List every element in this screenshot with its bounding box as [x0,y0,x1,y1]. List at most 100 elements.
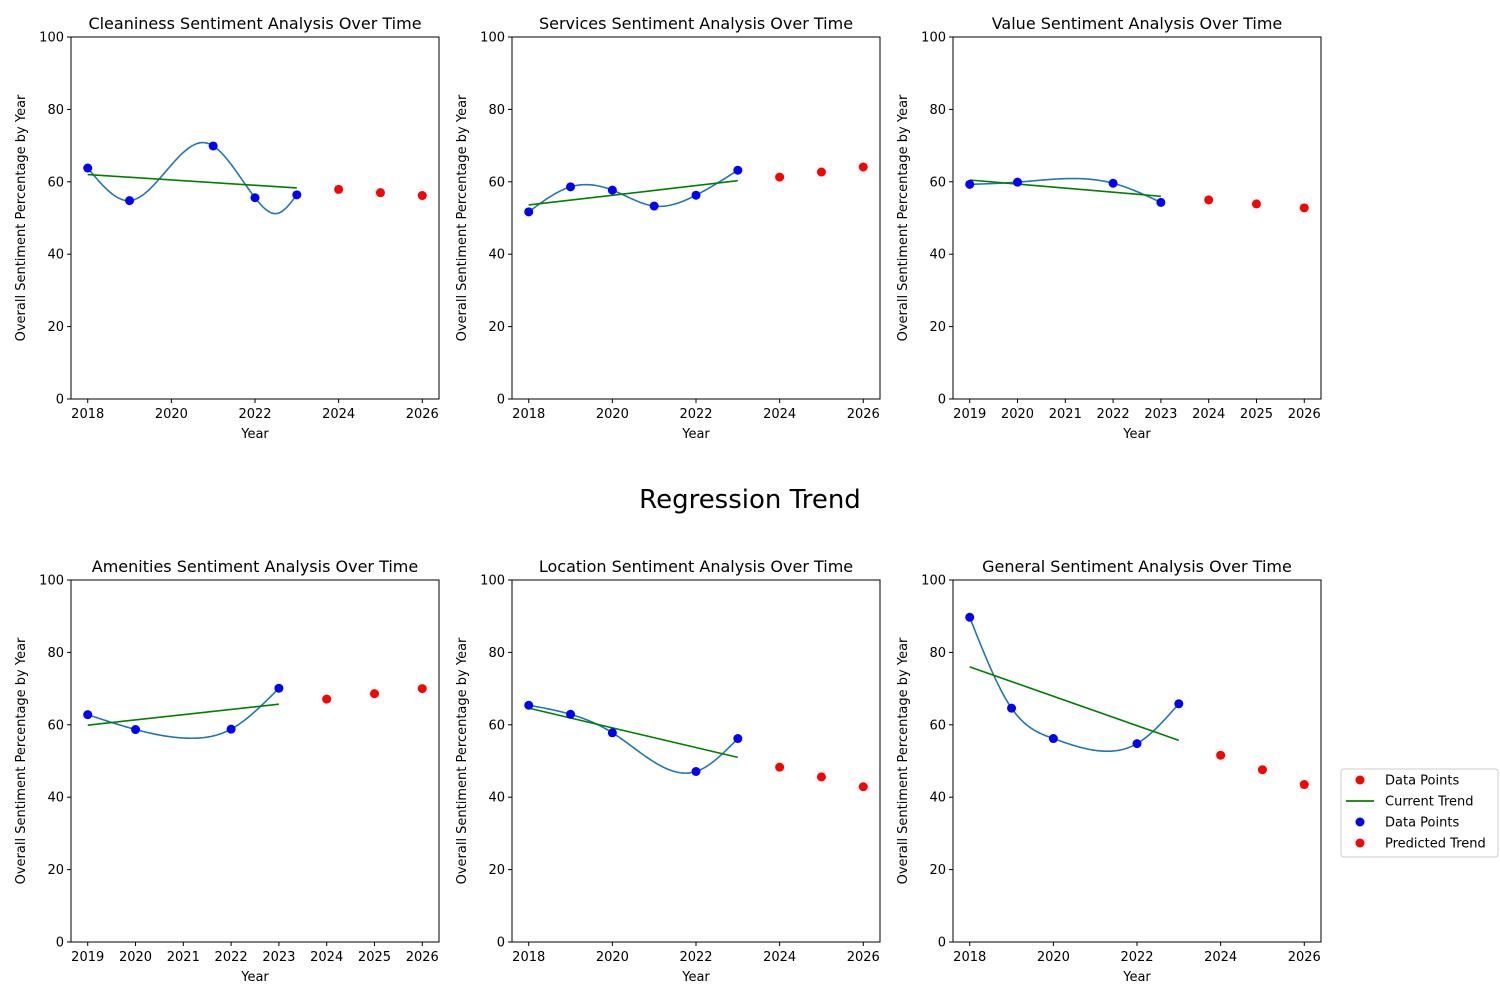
x-tick-label: 2024 [763,407,796,422]
y-axis-label: Overall Sentiment Percentage by Year [455,637,470,884]
y-axis-label: Overall Sentiment Percentage by Year [14,94,29,341]
current-trend-line [528,707,739,759]
data-point [649,201,659,211]
y-tick-label: 0 [938,393,946,408]
y-tick-label: 60 [47,175,64,190]
x-tick-label: 2022 [1120,950,1153,965]
x-tick-label: 2024 [322,407,355,422]
y-tick-label: 80 [488,103,505,118]
legend-dot-marker [1355,817,1365,827]
data-point [250,193,260,203]
x-tick-label: 2026 [847,950,880,965]
subplot: 0 20 40 60 80 100 2019 2020 2021 2022 2023 2024 2025… [896,14,1322,442]
x-tick-label: 2022 [238,407,271,422]
predicted-point [417,191,427,201]
smooth-curve [528,704,739,774]
x-tick-label: 2021 [1049,407,1082,422]
current-trend-line [87,703,279,726]
x-tick-label: 2020 [1037,950,1070,965]
data-point [524,207,534,217]
legend-label: Data Points [1385,774,1459,789]
x-tick-label: 2024 [310,950,343,965]
data-point [1048,734,1058,744]
y-tick-label: 0 [56,393,64,408]
y-tick-label: 0 [938,936,946,951]
subplot: 0 20 40 60 80 100 2018 2020 2022 2024 2026 Services… [455,14,881,442]
x-tick-label: 2022 [215,950,248,965]
predicted-point [1257,765,1267,775]
y-axis-label: Overall Sentiment Percentage by Year [14,637,29,884]
data-point [691,766,701,776]
legend-label: Predicted Trend [1385,837,1486,852]
subplot-title: Services Sentiment Analysis Over Time [539,14,853,33]
x-tick-label: 2026 [406,950,439,965]
y-tick-label: 60 [929,718,946,733]
data-point [733,734,743,744]
axes-frame [511,36,881,400]
y-tick-label: 0 [497,393,505,408]
y-tick-label: 80 [929,103,946,118]
y-tick-label: 20 [47,320,64,335]
x-tick-label: 2020 [596,950,629,965]
predicted-point [369,689,379,699]
x-tick-label: 2025 [358,950,391,965]
data-point [1108,178,1118,188]
subplot-title: General Sentiment Analysis Over Time [982,557,1292,576]
x-axis-label: Year [240,427,269,442]
x-tick-label: 2018 [512,950,545,965]
x-tick-label: 2020 [1001,407,1034,422]
legend-dot-marker [1355,775,1365,785]
predicted-point [1216,750,1226,760]
data-point [1174,699,1184,709]
y-tick-label: 100 [921,574,946,589]
y-tick-label: 20 [47,863,64,878]
legend-box [1340,768,1499,858]
predicted-point [816,167,826,177]
predicted-point [322,694,332,704]
x-tick-label: 2025 [1240,407,1273,422]
x-tick-label: 2018 [953,950,986,965]
x-tick-label: 2024 [1204,950,1237,965]
data-point [1156,197,1166,207]
y-axis-label: Overall Sentiment Percentage by Year [896,637,911,884]
smooth-curve [968,616,1180,753]
data-point [965,179,975,189]
x-tick-label: 2024 [763,950,796,965]
x-tick-label: 2020 [155,407,188,422]
y-axis-label: Overall Sentiment Percentage by Year [455,94,470,341]
y-tick-label: 40 [488,248,505,263]
data-point [1013,177,1023,187]
y-axis-label: Overall Sentiment Percentage by Year [896,94,911,341]
data-point [733,165,743,175]
predicted-point [1299,780,1309,790]
data-point [274,683,284,693]
subplot-title: Cleaniness Sentiment Analysis Over Time [88,14,421,33]
data-point [226,724,236,734]
axes-frame [511,579,881,943]
data-point [1132,739,1142,749]
x-tick-label: 2023 [262,950,295,965]
y-tick-label: 100 [921,31,946,46]
x-tick-label: 2024 [1192,407,1225,422]
y-tick-label: 40 [929,791,946,806]
data-point [607,185,617,195]
y-tick-label: 20 [488,863,505,878]
y-tick-label: 60 [47,718,64,733]
y-tick-label: 60 [488,718,505,733]
smooth-curve [87,141,298,215]
predicted-point [775,762,785,772]
y-tick-label: 80 [929,646,946,661]
current-trend-line [528,179,738,206]
subplot: 0 20 40 60 80 100 2019 2020 2021 2022 2023 2024 2025… [14,557,440,985]
subplot: 0 20 40 60 80 100 2018 2020 2022 2024 2026 Cleanine… [14,14,440,442]
subplot-title: Location Sentiment Analysis Over Time [539,557,853,576]
data-point [965,612,975,622]
data-point [566,709,576,719]
x-tick-label: 2018 [71,407,104,422]
subplot-title: Amenities Sentiment Analysis Over Time [92,557,418,576]
y-tick-label: 0 [497,936,505,951]
axes-frame [70,579,440,943]
predicted-point [334,184,344,194]
x-tick-label: 2018 [512,407,545,422]
